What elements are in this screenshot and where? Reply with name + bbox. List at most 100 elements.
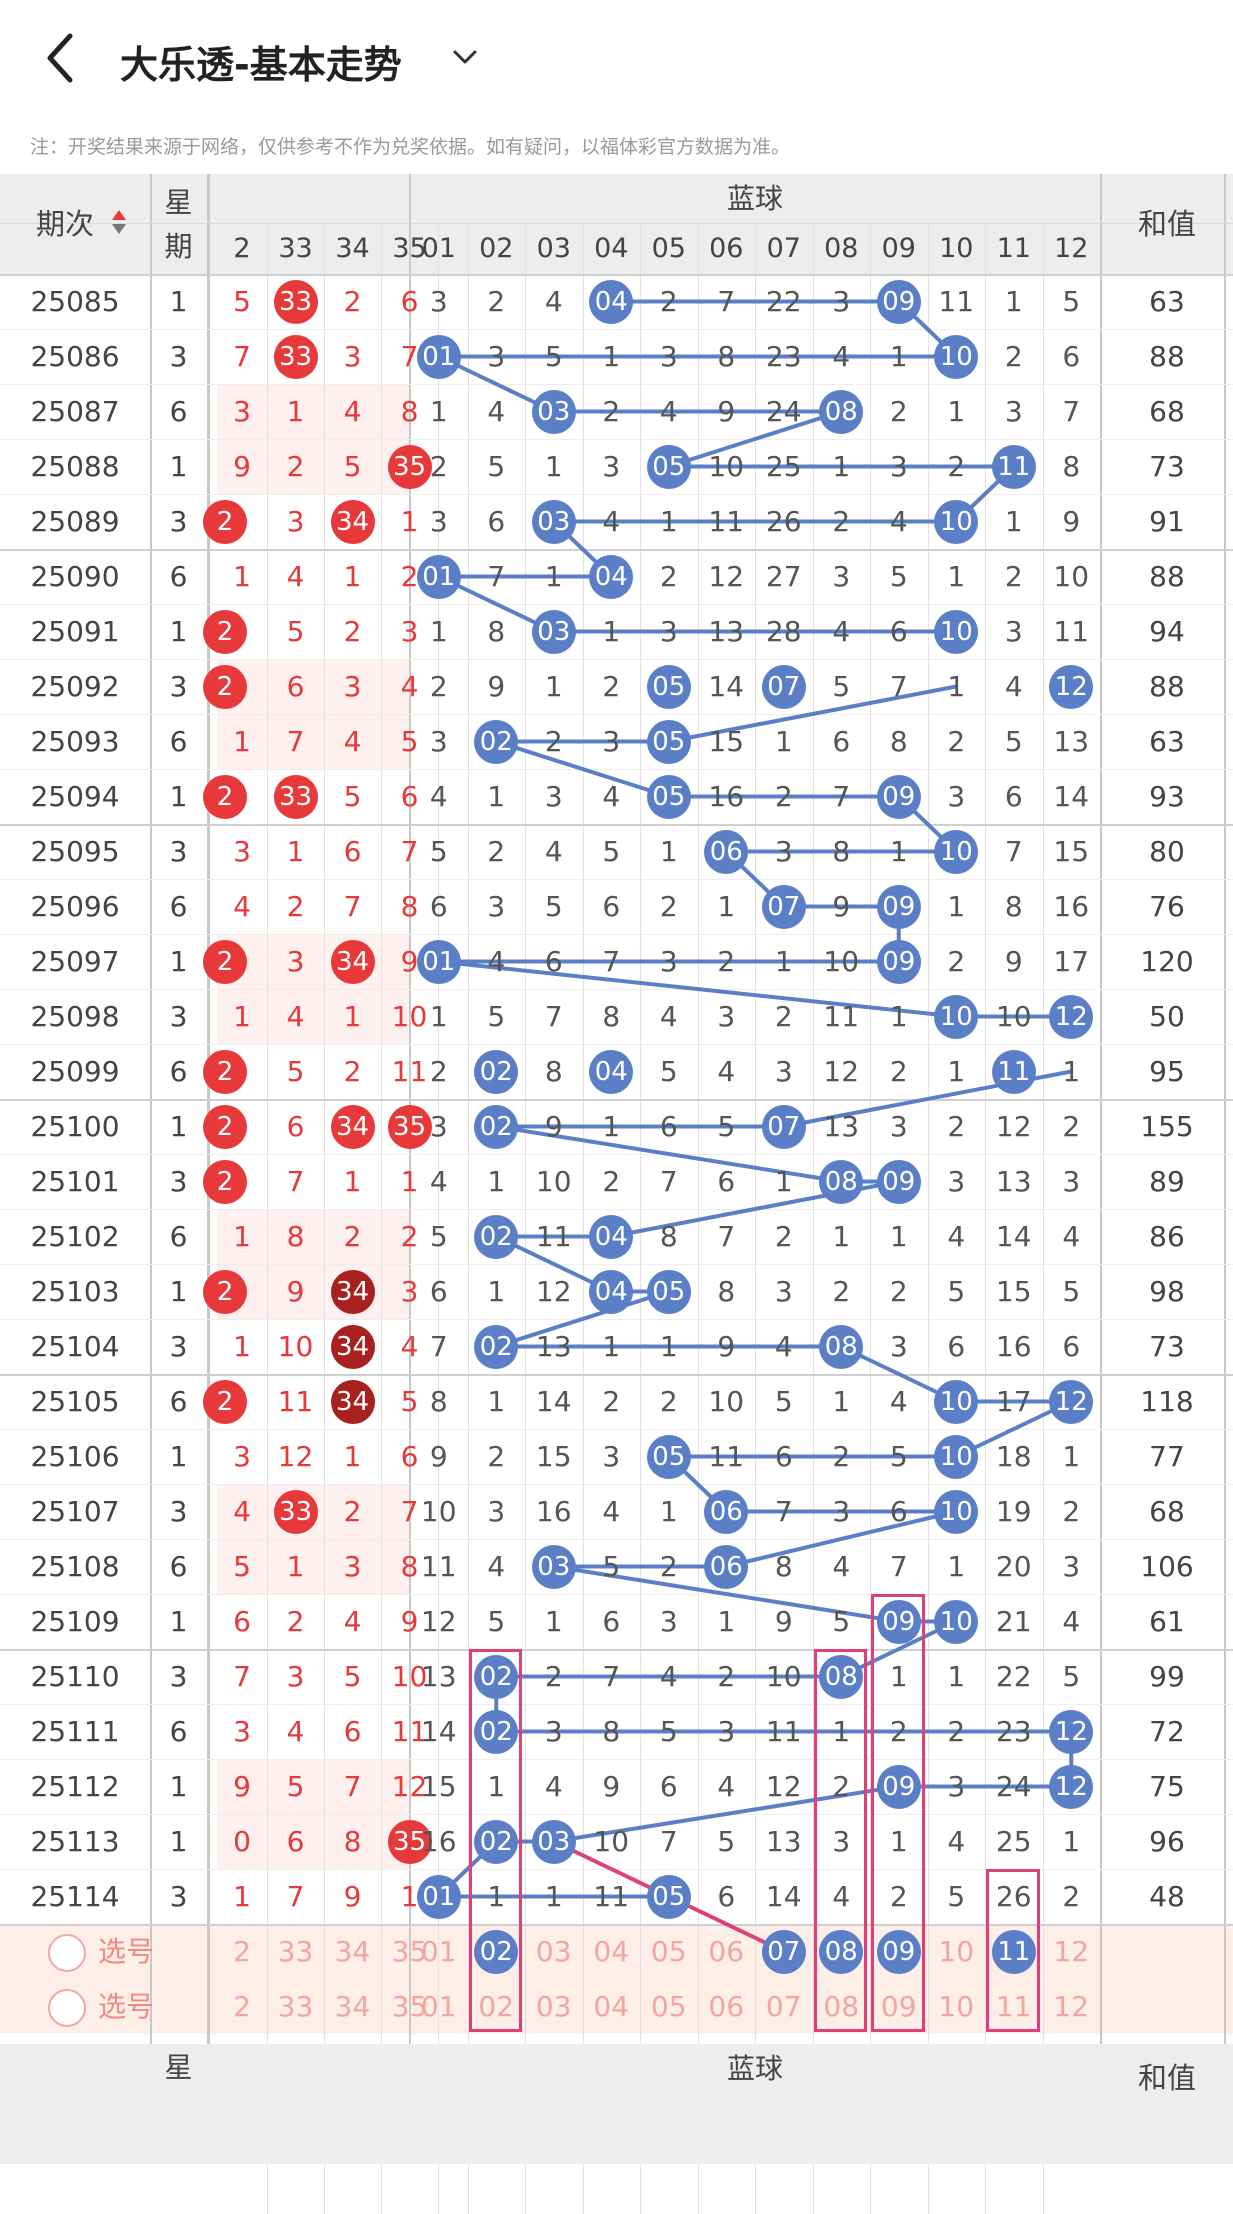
front-miss-cell: 8: [400, 890, 419, 923]
pick-blue-option[interactable]: 08: [823, 1990, 860, 2023]
blue-ball: 02: [474, 1654, 519, 1699]
pick-blue-option[interactable]: 06: [708, 1935, 745, 1968]
chevron-down-icon[interactable]: [452, 44, 478, 70]
pick-blue-option[interactable]: 04: [593, 1935, 630, 1968]
blue-miss-cell: 25: [995, 1825, 1032, 1858]
pick-front-option[interactable]: 2: [233, 1990, 251, 2023]
front-miss-cell: 11: [277, 1385, 314, 1418]
blue-ball: 09: [876, 279, 921, 324]
front-miss-cell: 6: [400, 1440, 419, 1473]
blue-miss-cell: 13: [765, 1825, 802, 1858]
blue-miss-cell: 6: [659, 1110, 678, 1143]
grid-line: [812, 224, 814, 2214]
blue-miss-cell: 24: [765, 395, 802, 428]
sort-down-icon[interactable]: [112, 224, 126, 234]
blue-ball: 05: [646, 664, 691, 709]
blue-miss-cell: 10: [708, 1385, 745, 1418]
pick-blue-option[interactable]: 07: [765, 1990, 802, 2023]
blue-miss-cell: 3: [717, 1715, 736, 1748]
blue-miss-cell: 7: [717, 285, 736, 318]
front-miss-cell: 10: [391, 1660, 428, 1693]
sum-cell: 91: [1149, 505, 1185, 538]
blue-miss-cell: 2: [774, 1000, 793, 1033]
pick-blue-selected[interactable]: 11: [991, 1929, 1036, 1974]
weekday-cell: 3: [169, 340, 188, 373]
blue-miss-cell: 3: [429, 285, 448, 318]
front-miss-cell: 7: [286, 1165, 305, 1198]
front-miss-cell: 1: [400, 1165, 419, 1198]
pick-blue-option[interactable]: 10: [938, 1990, 975, 2023]
pick-blue-option[interactable]: 09: [880, 1990, 917, 2023]
pick-blue-option[interactable]: 11: [995, 1990, 1032, 2023]
blue-miss-cell: 4: [487, 395, 506, 428]
blue-miss-cell: 17: [995, 1385, 1032, 1418]
blue-miss-cell: 1: [602, 615, 621, 648]
pick-radio[interactable]: [48, 1989, 86, 2027]
chevron-left-icon[interactable]: [40, 28, 80, 88]
blue-miss-cell: 5: [1062, 285, 1081, 318]
front-ball: 2: [203, 1269, 247, 1314]
blue-miss-cell: 1: [659, 1495, 678, 1528]
pick-blue-option[interactable]: 05: [650, 1935, 687, 1968]
pick-blue-option[interactable]: 03: [535, 1935, 572, 1968]
grid-line: [0, 1814, 1233, 1815]
pick-blue-selected[interactable]: 07: [761, 1929, 806, 1974]
trend-segment: [668, 684, 957, 744]
blue-miss-cell: 11: [823, 1000, 860, 1033]
pick-front-option[interactable]: 35: [391, 1990, 428, 2023]
pick-blue-selected[interactable]: 02: [474, 1929, 519, 1974]
grid-line: [438, 224, 439, 2214]
front-stripe: [217, 1814, 410, 1869]
pick-blue-option[interactable]: 05: [650, 1990, 687, 2023]
pick-blue-option[interactable]: 04: [593, 1990, 630, 2023]
sum-cell: 94: [1149, 615, 1185, 648]
pick-front-option[interactable]: 35: [391, 1935, 428, 1968]
pick-front-option[interactable]: 33: [277, 1990, 314, 2023]
front-miss-cell: 3: [400, 615, 419, 648]
pick-blue-option[interactable]: 06: [708, 1990, 745, 2023]
blue-miss-cell: 14: [708, 670, 745, 703]
blue-miss-cell: 10: [765, 1660, 802, 1693]
blue-miss-cell: 7: [1062, 395, 1081, 428]
pick-blue-selected[interactable]: 09: [876, 1929, 921, 1974]
pick-blue-option[interactable]: 03: [535, 1990, 572, 2023]
blue-miss-cell: 6: [1062, 1330, 1081, 1363]
blue-miss-cell: 7: [832, 780, 851, 813]
blue-miss-cell: 12: [708, 560, 745, 593]
pick-blue-option[interactable]: 10: [938, 1935, 975, 1968]
pick-blue-option[interactable]: 01: [420, 1990, 457, 2023]
grid-line: [1100, 174, 1102, 2164]
pick-blue-option[interactable]: 12: [1053, 1990, 1090, 2023]
blue-miss-cell: 12: [995, 1110, 1032, 1143]
front-miss-cell: 1: [233, 1330, 251, 1363]
blue-miss-cell: 6: [544, 945, 563, 978]
front-stripe: [217, 439, 410, 494]
pick-label[interactable]: 选号: [98, 1990, 155, 2023]
pick-front-option[interactable]: 34: [334, 1990, 371, 2023]
pick-front-option[interactable]: 34: [334, 1935, 371, 1968]
blue-ball: 02: [474, 1709, 519, 1754]
pick-blue-option[interactable]: 12: [1053, 1935, 1090, 1968]
pick-blue-option[interactable]: 02: [478, 1990, 515, 2023]
sort-up-icon[interactable]: [112, 210, 126, 220]
blue-miss-cell: 5: [774, 1385, 793, 1418]
weekday-cell: 6: [169, 1385, 188, 1418]
blue-miss-cell: 3: [1062, 1550, 1081, 1583]
front-ball: 2: [203, 1049, 247, 1094]
pick-front-option[interactable]: 33: [277, 1935, 314, 1968]
period-cell: 25104: [30, 1330, 120, 1363]
header-period: 期次: [35, 207, 94, 241]
blue-ball: 07: [761, 1104, 806, 1149]
front-miss-cell: 8: [343, 1825, 362, 1858]
pick-blue-selected[interactable]: 08: [819, 1929, 864, 1974]
blue-miss-cell: 2: [659, 1550, 678, 1583]
sum-cell: 76: [1149, 890, 1185, 923]
grid-line: [0, 1099, 1233, 1101]
header-front-col: 35: [392, 233, 427, 264]
pick-front-option[interactable]: 2: [233, 1935, 251, 1968]
front-miss-cell: 0: [233, 1825, 251, 1858]
pick-blue-option[interactable]: 01: [420, 1935, 457, 1968]
grid-line: [525, 224, 526, 2214]
pick-radio[interactable]: [48, 1934, 86, 1972]
pick-label[interactable]: 选号: [98, 1935, 155, 1968]
